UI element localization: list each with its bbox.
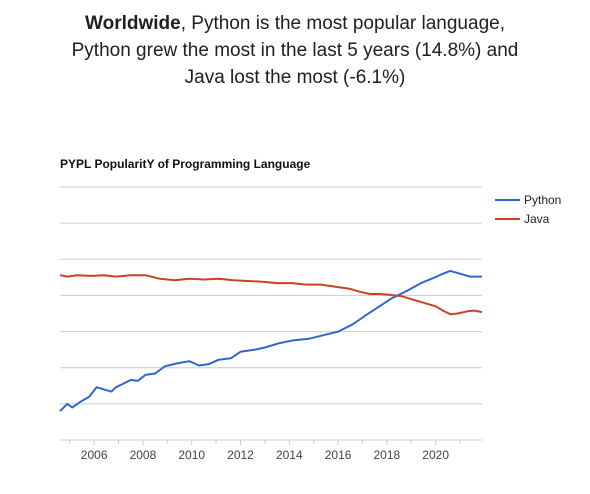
headline: Worldwide, Python is the most popular la… <box>0 10 590 91</box>
legend-label-java: Java <box>524 212 550 226</box>
x-tick-label: 2012 <box>227 448 254 462</box>
headline-line-3: Java lost the most (-6.1%) <box>184 67 406 88</box>
series-line-python <box>59 269 482 412</box>
x-tick-label: 2010 <box>178 448 205 462</box>
series-line-java <box>59 274 483 316</box>
headline-line-1-rest: , Python is the most popular language, <box>180 13 505 34</box>
x-tick-label: 2014 <box>276 448 303 462</box>
legend-label-python: Python <box>524 193 561 207</box>
headline-line-2: Python grew the most in the last 5 years… <box>71 40 519 61</box>
x-tick-label: 2006 <box>81 448 108 462</box>
x-tick-label: 2008 <box>130 448 157 462</box>
x-tick-label: 2020 <box>422 448 449 462</box>
x-tick-label: 2016 <box>325 448 352 462</box>
headline-line-1: Worldwide, Python is the most popular la… <box>0 10 590 37</box>
headline-bold: Worldwide <box>85 13 181 34</box>
x-tick-label: 2018 <box>374 448 401 462</box>
chart-title: PYPL PopularitY of Programming Language <box>60 157 311 171</box>
